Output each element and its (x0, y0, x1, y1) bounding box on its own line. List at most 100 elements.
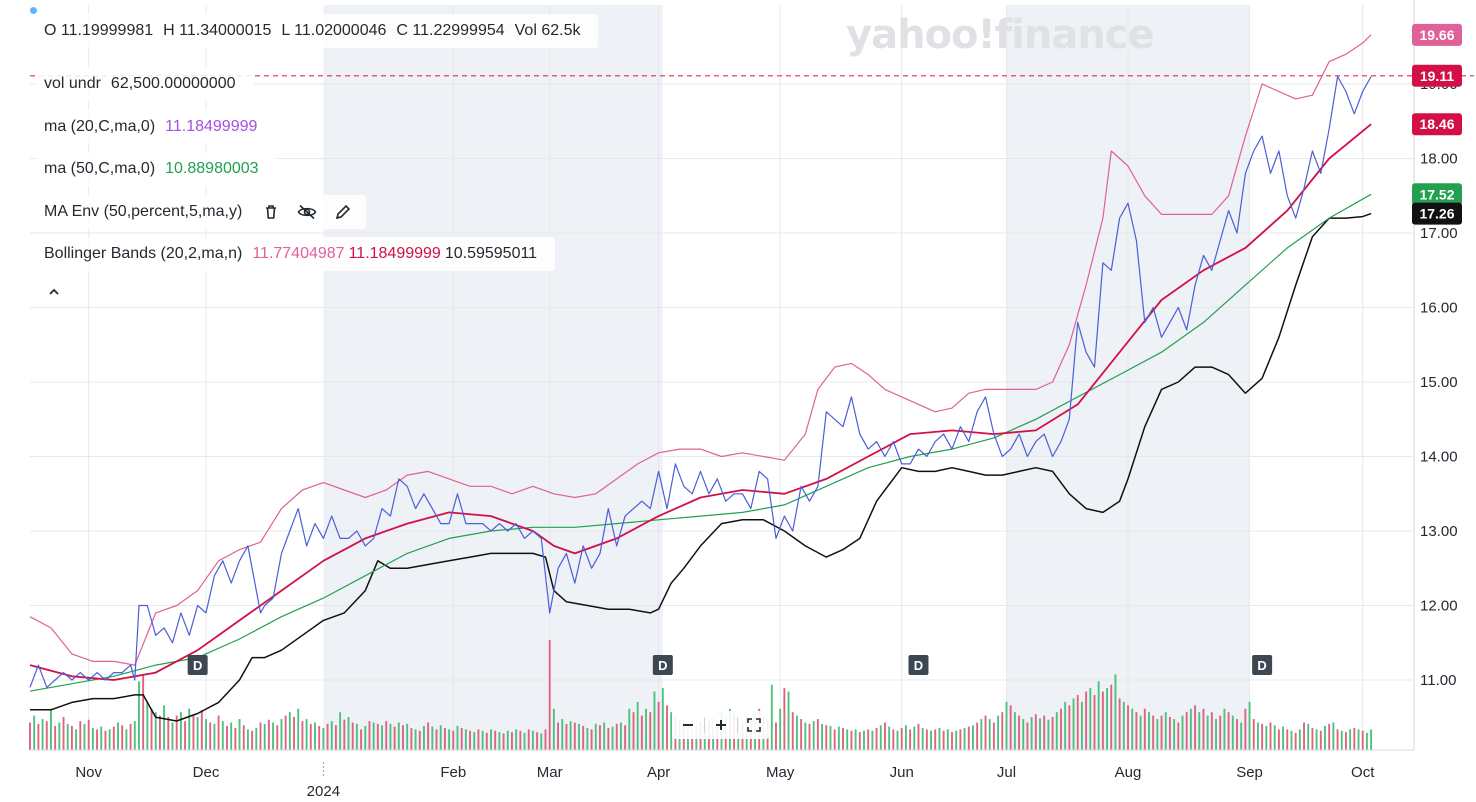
volume-bar (980, 719, 983, 750)
y-tick-label: 18.00 (1420, 151, 1458, 168)
ma50-label: ma (50,C,ma,0) (44, 160, 156, 177)
volume-bar (1177, 722, 1180, 750)
price-badges: 19.66 19.11 18.46 17.52 17.26 (1412, 23, 1462, 225)
legend-ma50[interactable]: ma (50,C,ma,0) 10.88980003 (36, 152, 277, 186)
volume-bar (1131, 708, 1134, 750)
volume-bar (1277, 729, 1280, 750)
price-badge-bg (1412, 64, 1462, 87)
zoom-separator (737, 717, 738, 733)
volume-bar (167, 717, 170, 750)
volume-bar (288, 712, 291, 750)
volume-bar (1080, 701, 1083, 750)
volume-bar (1202, 708, 1205, 750)
volume-bar (875, 728, 878, 750)
volume-bar (925, 729, 928, 750)
volume-bar (1324, 725, 1326, 750)
volume-bar (154, 712, 157, 750)
dividend-badge (908, 655, 929, 675)
volume-bar (837, 726, 840, 750)
volume-bar (146, 701, 149, 750)
minus-icon[interactable] (672, 711, 704, 739)
plus-icon[interactable] (705, 711, 737, 739)
volume-bar (557, 722, 559, 750)
close-value: C 11.22999954 (396, 22, 505, 39)
volume-bar (121, 725, 124, 750)
volume-bar (485, 732, 488, 750)
volume-bar (1303, 722, 1305, 750)
volume-bar (1370, 729, 1373, 750)
volume-bar (531, 730, 534, 750)
volume-bar (1311, 728, 1314, 750)
volume-bar (628, 708, 631, 750)
volume-bar (1248, 701, 1251, 750)
dividend-marker[interactable]: D (652, 655, 673, 675)
volume-bar (645, 708, 648, 750)
volume-bar (649, 712, 652, 750)
volume-bar (1265, 725, 1268, 750)
volume-bar (1143, 708, 1146, 750)
volume-bar (1085, 691, 1088, 750)
volume-bar (1206, 715, 1209, 750)
price-badge: 17.26 (1412, 202, 1462, 225)
volume-bar (1039, 718, 1041, 750)
legend-bollinger[interactable]: Bollinger Bands (20,2,ma,n) 11.77404987 … (36, 237, 556, 271)
volume-bar (552, 708, 555, 750)
trash-icon[interactable] (256, 198, 286, 226)
volume-bar (418, 730, 421, 750)
volume-bar (464, 729, 467, 750)
volume-bar (293, 717, 295, 750)
dividend-marker[interactable]: D (908, 655, 929, 675)
volume-bar (1307, 723, 1310, 750)
volume-bar (133, 721, 136, 750)
volume-bar (62, 717, 65, 750)
volume-bar (691, 729, 694, 750)
volume-bar (1181, 715, 1184, 750)
volume-bar (439, 725, 442, 750)
legend-ma20[interactable]: ma (20,C,ma,0) 11.18499999 (36, 110, 276, 144)
ma-env-label: MA Env (50,percent,5,ma,y) (44, 203, 243, 220)
series-line-ma20 (29, 123, 1372, 681)
volume-bar (1089, 688, 1092, 750)
price-badge-bg (1412, 183, 1462, 206)
eye-off-icon[interactable] (292, 198, 322, 226)
price-badge: 17.52 (1412, 183, 1462, 206)
legend-volume[interactable]: vol undr 62,500.00000000 (36, 67, 254, 101)
volume-bar (1282, 726, 1285, 750)
dividend-label: D (1257, 658, 1266, 673)
chevron-up-icon[interactable] (44, 282, 64, 302)
volume-bar (997, 715, 1000, 750)
volume-bar (100, 726, 103, 750)
volume-bar (230, 722, 233, 750)
shaded-period (323, 5, 663, 750)
volume-bar (79, 721, 82, 750)
volume-bar (1106, 688, 1109, 750)
volume-bar (427, 722, 430, 750)
volume-bar (343, 719, 346, 750)
volume-bar (469, 730, 471, 750)
volume-bar (364, 725, 367, 750)
volume-bar (494, 730, 497, 750)
volume-bar (1185, 712, 1188, 750)
volume-bar (158, 715, 161, 750)
volume-bar (142, 674, 145, 750)
volume-bar (150, 708, 153, 750)
volume-bar (967, 726, 970, 750)
fullscreen-icon[interactable] (738, 711, 770, 739)
volume-bar (498, 732, 501, 750)
dividend-marker[interactable]: D (1252, 655, 1273, 675)
dividend-badge (1252, 655, 1273, 675)
volume-bar (1139, 715, 1142, 750)
volume-bar (661, 688, 664, 750)
dividend-marker[interactable]: D (187, 655, 208, 675)
low-value: L 11.02000046 (281, 22, 387, 39)
dividend-label: D (193, 658, 202, 673)
volume-value: Vol 62.5k (514, 22, 581, 39)
pencil-icon[interactable] (328, 198, 358, 226)
legend-ma-env[interactable]: MA Env (50,percent,5,ma,y) (36, 195, 367, 229)
volume-bar (586, 728, 589, 750)
volume-bar (909, 729, 912, 750)
volume-bar (280, 719, 283, 750)
price-badge-label: 17.26 (1419, 206, 1454, 222)
